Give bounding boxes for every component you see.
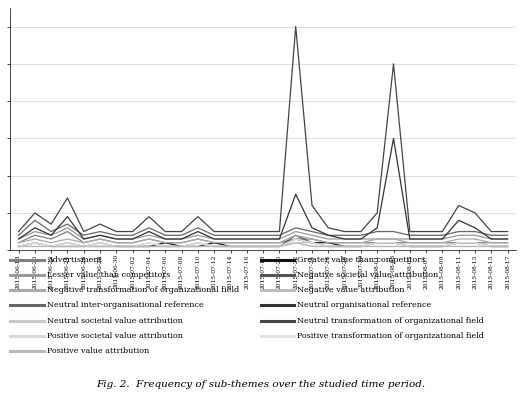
Text: Lesser value than competitors: Lesser value than competitors	[47, 271, 170, 279]
Text: Neutral transformation of organizational field: Neutral transformation of organizational…	[297, 316, 484, 325]
Text: Neutral organisational reference: Neutral organisational reference	[297, 301, 431, 309]
Text: Negative societal value attribution: Negative societal value attribution	[297, 271, 439, 279]
Text: Positive societal value attribution: Positive societal value attribution	[47, 332, 183, 340]
Text: Fig. 2.  Frequency of sub-themes over the studied time period.: Fig. 2. Frequency of sub-themes over the…	[96, 380, 425, 389]
Text: Negative transformation of organizational field: Negative transformation of organizationa…	[47, 286, 239, 294]
Text: Neutral societal value attribution: Neutral societal value attribution	[47, 316, 183, 325]
Text: Greater value than competitors: Greater value than competitors	[297, 256, 425, 264]
Text: Advertisment: Advertisment	[47, 256, 102, 264]
Text: Positive value attribution: Positive value attribution	[47, 347, 150, 355]
Text: Neutral inter-organisational reference: Neutral inter-organisational reference	[47, 301, 204, 309]
Text: Positive transformation of organizational field: Positive transformation of organizationa…	[297, 332, 484, 340]
Text: Negative value attribution: Negative value attribution	[297, 286, 405, 294]
